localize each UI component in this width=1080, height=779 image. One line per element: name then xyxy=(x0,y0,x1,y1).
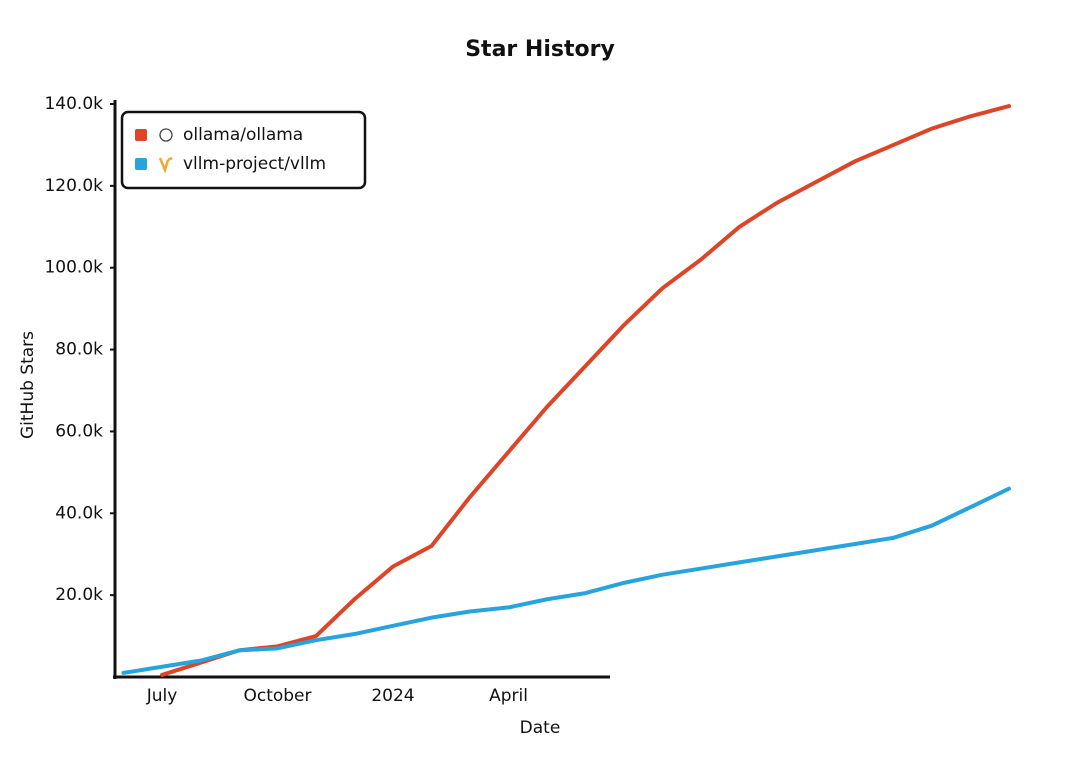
x-axis-title: Date xyxy=(520,718,561,738)
legend-label: ollama/ollama xyxy=(183,125,303,145)
legend-swatch xyxy=(135,129,147,141)
y-tick-label: 80.0k xyxy=(55,340,103,360)
y-tick-label: 120.0k xyxy=(44,176,103,196)
legend-box xyxy=(120,110,367,190)
legend-icon xyxy=(159,128,173,142)
legend: ollama/ollama vllm-project/vllm xyxy=(120,110,367,190)
chart-title: Star History xyxy=(465,37,615,62)
y-tick-label: 100.0k xyxy=(44,258,103,278)
series-line xyxy=(121,486,1011,675)
legend-swatch xyxy=(135,158,147,170)
x-tick-label: October xyxy=(243,686,311,706)
y-axis-title: GitHub Stars xyxy=(18,331,38,439)
legend-icon xyxy=(158,156,173,174)
x-tick-label: July xyxy=(146,686,178,706)
legend-label: vllm-project/vllm xyxy=(183,154,326,174)
x-tick-label: 2024 xyxy=(371,686,414,706)
y-tick-label: 140.0k xyxy=(44,94,103,114)
series-line xyxy=(160,104,1011,677)
x-tick-label: April xyxy=(489,686,528,706)
y-tick-label: 60.0k xyxy=(55,421,103,441)
y-tick-label: 20.0k xyxy=(55,585,103,605)
y-tick-label: 40.0k xyxy=(55,503,103,523)
